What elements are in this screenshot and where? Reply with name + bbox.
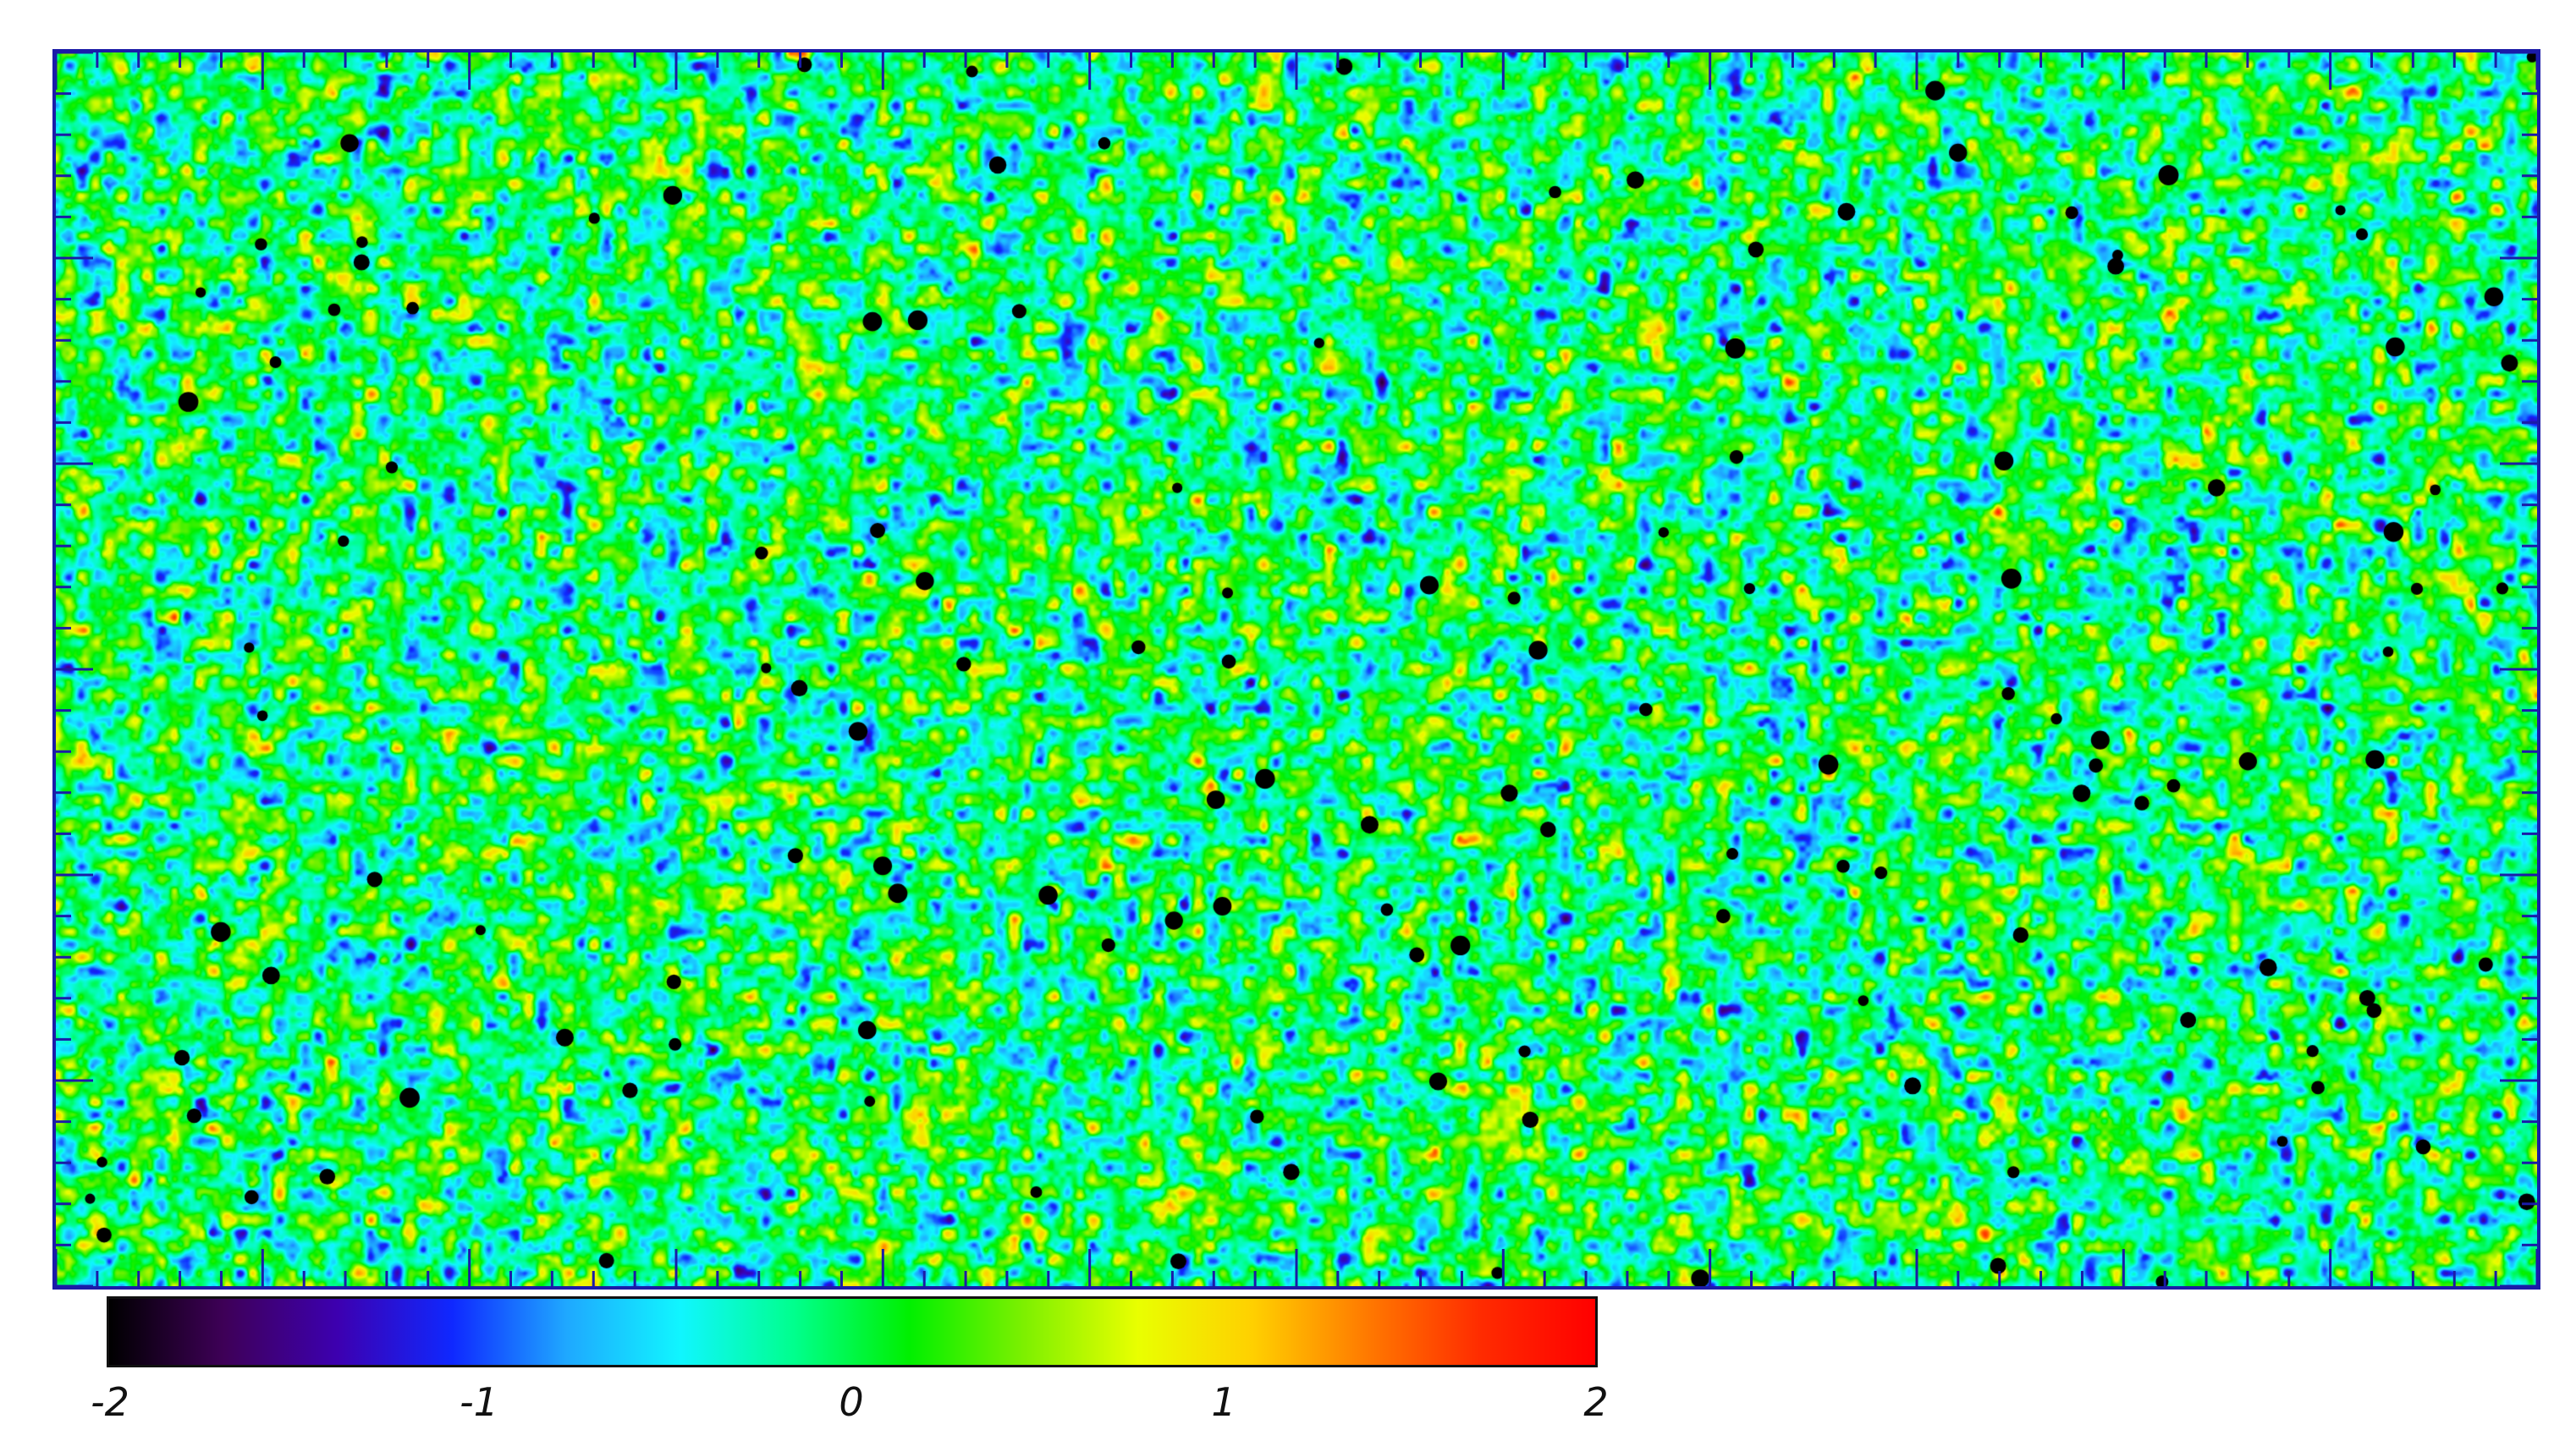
- colorbar-tick-label: 2: [1583, 1379, 1609, 1425]
- colorbar-tick-label: 0: [839, 1379, 864, 1425]
- colorbar-gradient: [107, 1296, 1598, 1367]
- sky-map-frame: [52, 49, 2540, 1290]
- sky-map-image: [56, 52, 2537, 1286]
- colorbar-tick-label: -1: [460, 1379, 498, 1425]
- colorbar-tick-label: 1: [1211, 1379, 1236, 1425]
- map-tick-marks: [56, 52, 2537, 1286]
- colorbar: [107, 1296, 1598, 1367]
- colorbar-tick-label: -2: [91, 1379, 129, 1425]
